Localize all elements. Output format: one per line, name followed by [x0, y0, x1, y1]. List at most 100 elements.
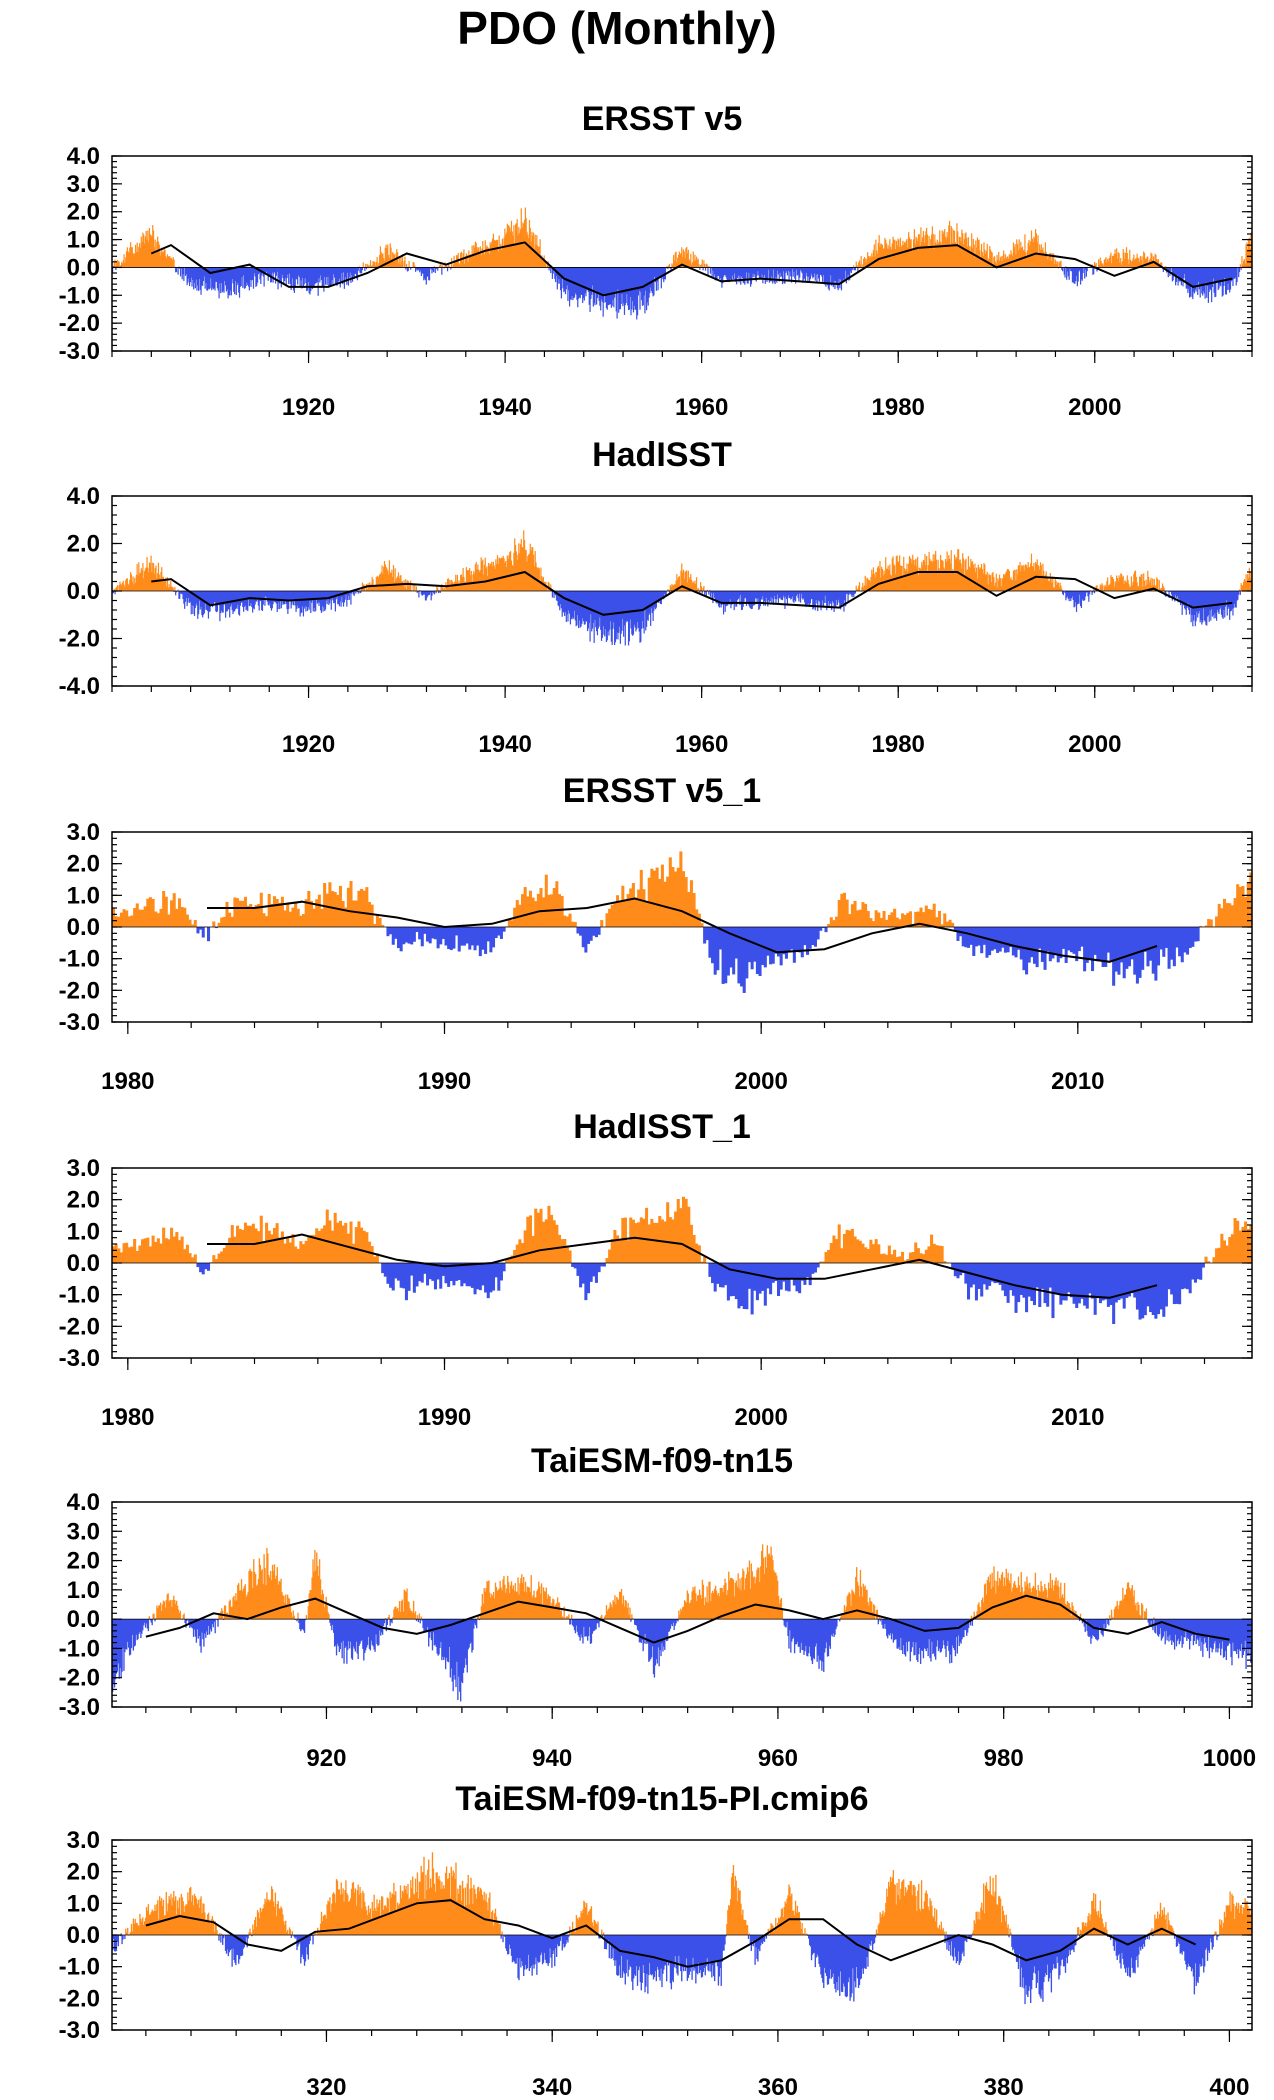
anomaly-bar	[451, 1619, 453, 1682]
anomaly-bar	[365, 1232, 369, 1263]
anomaly-bar	[849, 267, 852, 272]
anomaly-bar	[907, 571, 909, 591]
anomaly-bar	[464, 263, 466, 268]
anomaly-bar	[1179, 267, 1182, 282]
anomaly-bar	[679, 851, 683, 927]
anomaly-bar	[674, 1211, 678, 1263]
anomaly-bar	[1188, 591, 1190, 611]
anomaly-bar	[1170, 591, 1172, 592]
anomaly-bar	[953, 572, 955, 591]
anomaly-bar	[791, 267, 793, 270]
anomaly-bar	[1168, 267, 1170, 271]
anomaly-bar	[889, 1619, 892, 1634]
anomaly-bar	[370, 265, 373, 268]
anomaly-bar	[464, 255, 467, 268]
anomaly-bar	[443, 1619, 445, 1660]
anomaly-bar	[185, 267, 187, 275]
anomaly-bar	[1009, 1263, 1013, 1291]
anomaly-bar	[518, 227, 520, 268]
anomaly-bar	[739, 591, 741, 606]
anomaly-bar	[1045, 252, 1047, 268]
anomaly-bar	[863, 1587, 865, 1620]
anomaly-bar	[1162, 927, 1166, 957]
anomaly-bar	[457, 1263, 461, 1281]
anomaly-bar	[590, 1619, 593, 1644]
anomaly-bar	[729, 927, 733, 968]
anomaly-bar	[545, 1587, 547, 1620]
anomaly-bar	[205, 1619, 207, 1638]
anomaly-bar	[894, 248, 897, 268]
anomaly-bar	[124, 586, 126, 591]
anomaly-bar	[418, 1613, 420, 1620]
anomaly-bar	[851, 1589, 853, 1620]
anomaly-bar	[919, 567, 921, 591]
anomaly-bar	[477, 564, 479, 591]
anomaly-bar	[563, 1239, 567, 1263]
anomaly-bar	[145, 230, 147, 268]
anomaly-bar	[509, 227, 511, 268]
anomaly-bar	[201, 927, 205, 938]
anomaly-bar	[444, 927, 448, 946]
anomaly-bar	[1138, 586, 1140, 591]
anomaly-bar	[298, 267, 300, 278]
anomaly-bar	[605, 1605, 608, 1620]
anomaly-bar	[1206, 267, 1209, 286]
anomaly-bar	[921, 237, 924, 268]
anomaly-bar	[650, 591, 653, 609]
anomaly-bar	[181, 591, 183, 595]
anomaly-bar	[404, 256, 406, 268]
anomaly-bar	[1032, 1263, 1037, 1306]
anomaly-bar	[1081, 267, 1083, 281]
anomaly-bar	[405, 1591, 407, 1620]
anomaly-bar	[1076, 267, 1078, 287]
anomaly-bar	[783, 267, 785, 284]
anomaly-bar	[947, 236, 949, 268]
anomaly-bar	[324, 1602, 326, 1620]
anomaly-bar	[605, 1257, 609, 1263]
anomaly-bar	[747, 927, 752, 963]
anomaly-bar	[148, 897, 152, 927]
anomaly-bar	[890, 575, 893, 591]
anomaly-bar	[658, 591, 660, 604]
anomaly-bar	[812, 591, 814, 610]
anomaly-bar	[896, 245, 898, 268]
anomaly-bar	[331, 591, 333, 597]
anomaly-bar	[528, 219, 531, 268]
anomaly-bar	[1172, 927, 1176, 967]
anomaly-bar	[499, 927, 503, 939]
anomaly-bar	[414, 584, 416, 591]
anomaly-bar	[731, 591, 733, 605]
anomaly-bar	[775, 267, 777, 277]
anomaly-bar	[538, 568, 540, 591]
anomaly-bar	[270, 903, 274, 927]
anomaly-bar	[484, 1591, 486, 1620]
anomaly-bar	[890, 912, 894, 927]
anomaly-bar	[935, 242, 937, 268]
anomaly-bar	[777, 591, 779, 595]
anomaly-bar	[154, 568, 156, 591]
anomaly-bar	[618, 1591, 621, 1620]
anomaly-bar	[980, 927, 984, 954]
anomaly-bar	[613, 903, 617, 927]
anomaly-bar	[459, 264, 461, 268]
anomaly-bar	[1228, 1237, 1232, 1263]
anomaly-bar	[307, 267, 309, 283]
anomaly-bar	[958, 560, 961, 591]
anomaly-bar	[188, 267, 191, 287]
anomaly-bar	[910, 239, 912, 268]
anomaly-bar	[921, 561, 923, 591]
anomaly-bar	[204, 1263, 208, 1270]
anomaly-bar	[888, 1619, 891, 1636]
anomaly-bar	[824, 1619, 826, 1653]
anomaly-bar	[1024, 565, 1026, 591]
anomaly-bar	[202, 591, 204, 618]
anomaly-bar	[1217, 267, 1219, 291]
anomaly-bar	[782, 1263, 786, 1282]
anomaly-bar	[154, 1619, 156, 1622]
anomaly-bar	[462, 1619, 465, 1673]
anomaly-bar	[840, 1616, 842, 1620]
anomaly-bar	[391, 927, 395, 945]
anomaly-bar	[1189, 267, 1191, 297]
anomaly-bar	[892, 236, 894, 268]
anomaly-bar	[989, 575, 992, 591]
